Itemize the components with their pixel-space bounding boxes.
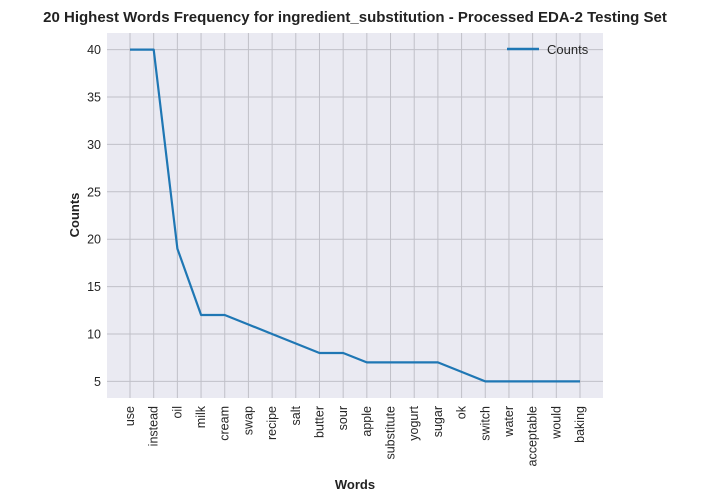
x-tick-label: substitute [384, 406, 398, 460]
x-tick-label: swap [241, 406, 255, 435]
x-tick-label: switch [478, 406, 492, 441]
series-line-counts [130, 48, 580, 383]
legend-label: Counts [547, 42, 589, 57]
legend: Counts [507, 42, 589, 57]
x-tick-label: sour [336, 406, 350, 430]
x-tick-label: would [549, 406, 563, 440]
y-tick-label: 10 [87, 328, 101, 342]
y-tick-label: 20 [87, 233, 101, 247]
y-axis-label: Counts [67, 193, 82, 238]
y-tick-label: 30 [87, 138, 101, 152]
y-tick-label: 25 [87, 185, 101, 199]
grid [107, 33, 603, 398]
x-tick-label: recipe [265, 406, 279, 440]
plot-area [107, 33, 603, 398]
x-tick-label: salt [289, 405, 303, 425]
y-tick-label: 40 [87, 43, 101, 57]
y-axis-ticks: 5 10 15 20 25 30 35 40 [87, 43, 101, 389]
chart-title: 20 Highest Words Frequency for ingredien… [43, 9, 667, 26]
y-tick-label: 5 [94, 375, 101, 389]
x-tick-label: cream [218, 406, 232, 441]
y-tick-label: 35 [87, 90, 101, 104]
x-tick-label: oil [170, 406, 184, 419]
x-tick-label: instead [147, 406, 161, 446]
x-tick-label: water [502, 406, 516, 438]
x-tick-label: use [123, 406, 137, 426]
x-tick-label: acceptable [526, 406, 540, 467]
x-tick-label: milk [194, 405, 208, 428]
x-tick-label: apple [360, 406, 374, 437]
x-tick-label: baking [573, 406, 587, 443]
y-tick-label: 15 [87, 280, 101, 294]
x-tick-label: sugar [431, 406, 445, 437]
x-axis-label: Words [335, 477, 375, 492]
x-axis-ticks: use instead oil milk cream swap recipe salt butt… [123, 405, 587, 466]
x-tick-label: ok [455, 405, 469, 419]
x-tick-label: yogurt [407, 405, 421, 440]
x-tick-label: butter [312, 406, 326, 438]
